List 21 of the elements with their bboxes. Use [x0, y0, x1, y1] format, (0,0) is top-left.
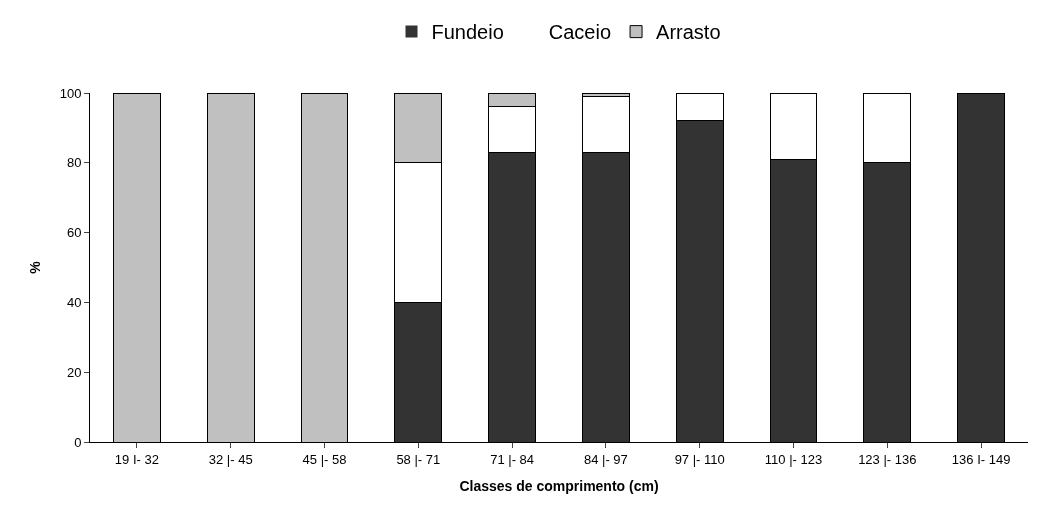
x-tick-label: 32 |- 45 — [208, 451, 253, 467]
y-tick-label: 40 — [66, 294, 82, 310]
x-tick-label: 123 |- 136 — [858, 451, 917, 467]
x-tick-label: 136 I- 149 — [951, 451, 1011, 467]
y-tick-label: 0 — [74, 434, 82, 450]
legend-label: Fundeio — [431, 21, 504, 44]
x-tick-label: 84 |- 97 — [583, 451, 628, 467]
y-tick-label: 80 — [66, 155, 82, 171]
x-axis-title: Classes de comprimento (cm) — [459, 477, 659, 494]
x-tick-label: 45 |- 58 — [302, 451, 347, 467]
y-tick-label: 60 — [66, 225, 82, 241]
x-tick-label: 97 |- 110 — [674, 451, 725, 467]
y-tick-label: 20 — [66, 364, 82, 380]
y-tick-label: 100 — [59, 85, 82, 101]
text: Caceio — [548, 21, 612, 44]
legend-label: Arrasto — [656, 21, 721, 44]
x-tick-label: 58 |- 71 — [396, 451, 441, 467]
x-tick-label: 19 I- 32 — [114, 451, 159, 467]
y-axis-title: % — [27, 260, 44, 274]
x-tick-label: 110 |- 123 — [764, 451, 823, 467]
x-tick-label: 71 |- 84 — [490, 451, 535, 467]
